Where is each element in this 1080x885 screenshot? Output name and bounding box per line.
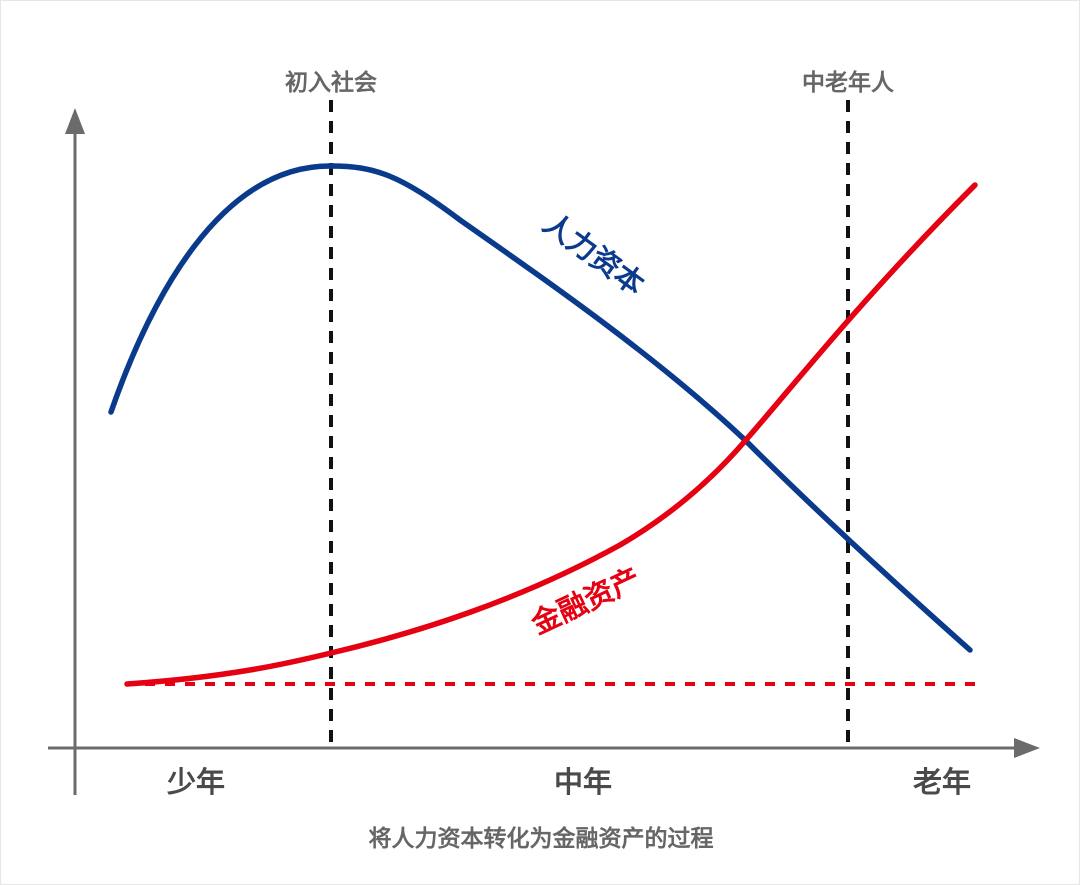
- human-capital-curve: [108, 163, 973, 653]
- financial-assets-curve: [124, 182, 978, 687]
- y-axis-arrow: [65, 108, 85, 134]
- x-axis-arrow: [1014, 738, 1040, 758]
- marker-label-enter-society: 初入社会: [285, 69, 377, 96]
- x-label-youth: 少年: [167, 765, 225, 799]
- x-label-old: 老年: [913, 765, 971, 799]
- financial-assets-label: 金融资产: [525, 561, 645, 641]
- diagram-caption: 将人力资本转化为金融资产的过程: [369, 825, 714, 852]
- marker-label-middle-elderly: 中老年人: [802, 69, 895, 96]
- x-label-middle: 中年: [554, 765, 612, 799]
